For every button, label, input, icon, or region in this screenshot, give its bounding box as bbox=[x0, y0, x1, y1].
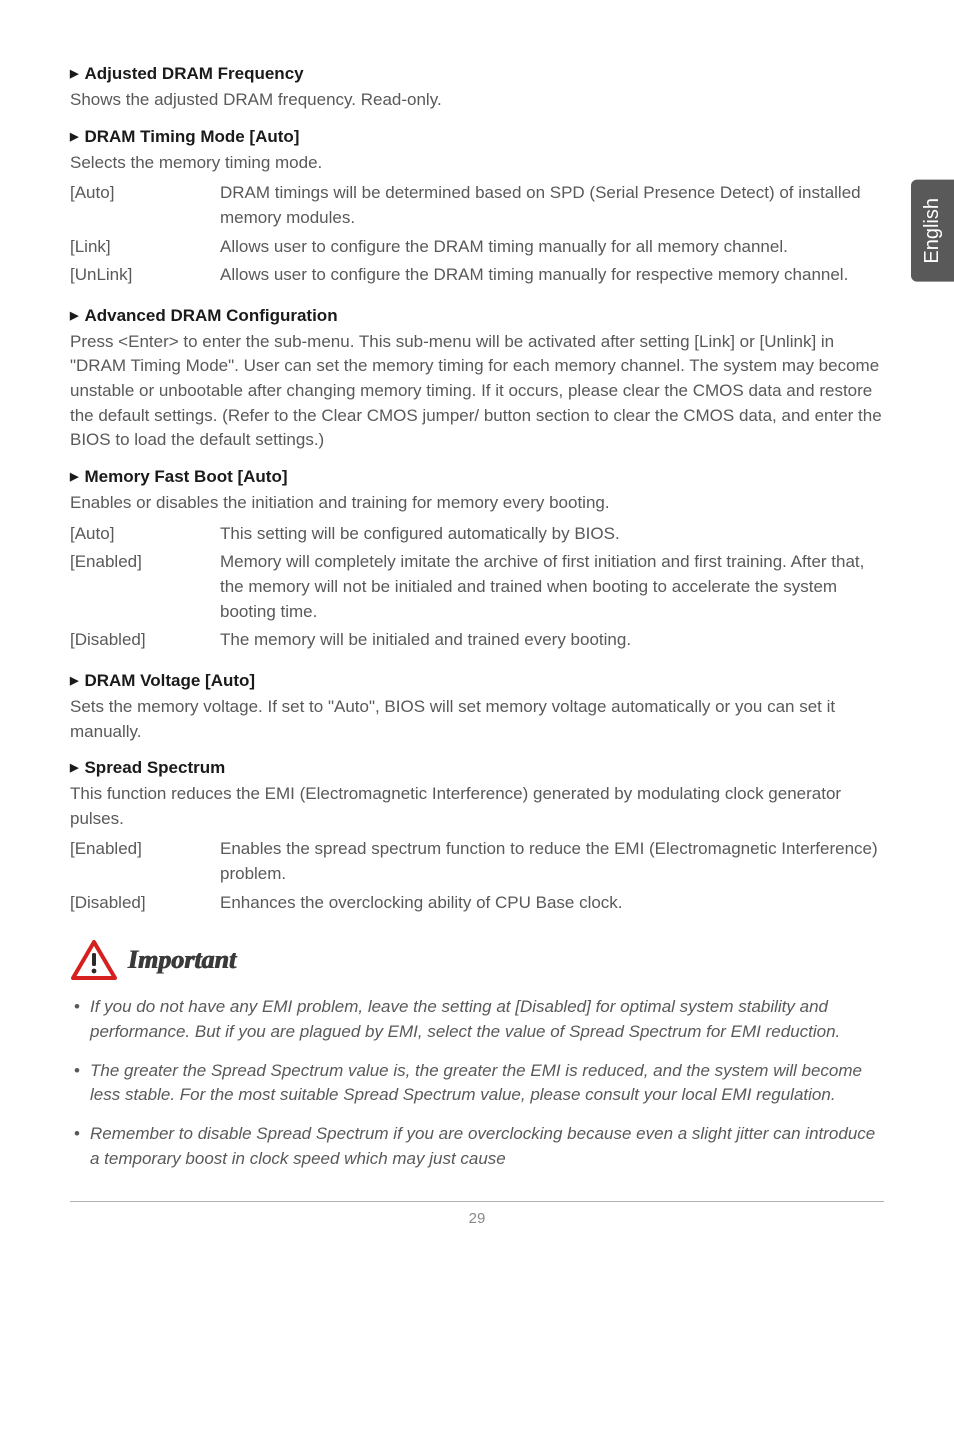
table-row: [Auto]This setting will be configured au… bbox=[70, 522, 884, 551]
setting-heading: Advanced DRAM Configuration bbox=[70, 306, 884, 326]
list-item: If you do not have any EMI problem, leav… bbox=[70, 995, 884, 1044]
sections-container: Adjusted DRAM Frequency Shows the adjuste… bbox=[70, 64, 884, 919]
warning-icon bbox=[70, 939, 118, 981]
option-value: The memory will be initialed and trained… bbox=[220, 628, 884, 657]
footer-rule bbox=[70, 1201, 884, 1202]
table-row: [Auto]DRAM timings will be determined ba… bbox=[70, 181, 884, 234]
option-value: Allows user to configure the DRAM timing… bbox=[220, 235, 884, 264]
list-item: Remember to disable Spread Spectrum if y… bbox=[70, 1122, 884, 1171]
option-value: Memory will completely imitate the archi… bbox=[220, 550, 884, 628]
setting-description: Sets the memory voltage. If set to "Auto… bbox=[70, 695, 884, 744]
option-value: Enables the spread spectrum function to … bbox=[220, 837, 884, 890]
table-row: [UnLink]Allows user to configure the DRA… bbox=[70, 263, 884, 292]
option-value: Allows user to configure the DRAM timing… bbox=[220, 263, 884, 292]
option-key: [Disabled] bbox=[70, 891, 220, 920]
setting-heading: DRAM Voltage [Auto] bbox=[70, 671, 884, 691]
option-key: [Auto] bbox=[70, 522, 220, 551]
setting-heading: Adjusted DRAM Frequency bbox=[70, 64, 884, 84]
setting-description: Enables or disables the initiation and t… bbox=[70, 491, 884, 516]
table-row: [Enabled]Enables the spread spectrum fun… bbox=[70, 837, 884, 890]
table-row: [Disabled]The memory will be initialed a… bbox=[70, 628, 884, 657]
option-key: [Enabled] bbox=[70, 837, 220, 890]
setting-heading: Memory Fast Boot [Auto] bbox=[70, 467, 884, 487]
table-row: [Disabled]Enhances the overclocking abil… bbox=[70, 891, 884, 920]
option-key: [Enabled] bbox=[70, 550, 220, 628]
option-key: [UnLink] bbox=[70, 263, 220, 292]
table-row: [Enabled]Memory will completely imitate … bbox=[70, 550, 884, 628]
options-table: [Auto]This setting will be configured au… bbox=[70, 522, 884, 657]
option-key: [Auto] bbox=[70, 181, 220, 234]
page-number: 29 bbox=[70, 1210, 884, 1227]
option-value: DRAM timings will be determined based on… bbox=[220, 181, 884, 234]
setting-description: This function reduces the EMI (Electroma… bbox=[70, 782, 884, 831]
important-label: Important bbox=[128, 945, 236, 975]
option-key: [Disabled] bbox=[70, 628, 220, 657]
setting-description: Selects the memory timing mode. bbox=[70, 151, 884, 176]
list-item: The greater the Spread Spectrum value is… bbox=[70, 1059, 884, 1108]
option-value: Enhances the overclocking ability of CPU… bbox=[220, 891, 884, 920]
option-key: [Link] bbox=[70, 235, 220, 264]
language-tab: English bbox=[911, 180, 954, 282]
setting-description: Press <Enter> to enter the sub-menu. Thi… bbox=[70, 330, 884, 453]
important-callout: Important bbox=[70, 939, 884, 981]
options-table: [Auto]DRAM timings will be determined ba… bbox=[70, 181, 884, 292]
option-value: This setting will be configured automati… bbox=[220, 522, 884, 551]
table-row: [Link]Allows user to configure the DRAM … bbox=[70, 235, 884, 264]
setting-heading: Spread Spectrum bbox=[70, 758, 884, 778]
important-bullets: If you do not have any EMI problem, leav… bbox=[70, 995, 884, 1171]
setting-heading: DRAM Timing Mode [Auto] bbox=[70, 127, 884, 147]
setting-description: Shows the adjusted DRAM frequency. Read-… bbox=[70, 88, 884, 113]
options-table: [Enabled]Enables the spread spectrum fun… bbox=[70, 837, 884, 919]
